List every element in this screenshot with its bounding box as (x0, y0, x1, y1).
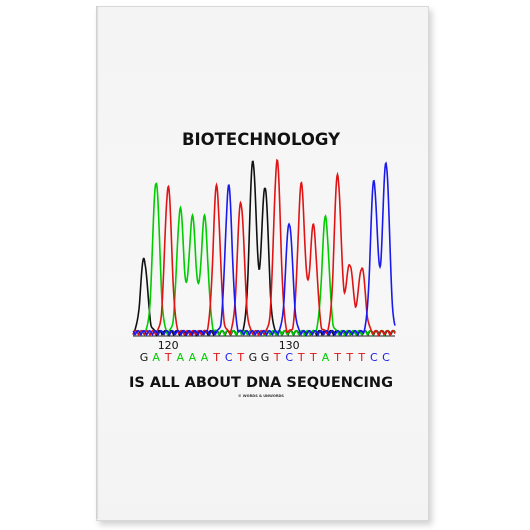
trace-T (132, 158, 396, 338)
chromatogram-traces (132, 158, 396, 338)
title-bottom: IS ALL ABOUT DNA SEQUENCING (129, 375, 393, 391)
base-call: T (333, 351, 341, 364)
base-call: T (212, 351, 220, 364)
base-call: T (309, 351, 317, 364)
base-call: T (297, 351, 305, 364)
base-call: C (382, 351, 390, 364)
base-call: C (285, 351, 293, 364)
base-call: G (140, 351, 149, 364)
position-label: 130 (279, 339, 300, 352)
base-call: A (189, 351, 197, 364)
position-labels: 120 130 (158, 339, 300, 352)
base-call: A (152, 351, 160, 364)
base-call: T (164, 351, 172, 364)
base-call: T (273, 351, 281, 364)
base-call: T (345, 351, 353, 364)
base-call: A (201, 351, 209, 364)
title-top: BIOTECHNOLOGY (182, 130, 341, 149)
base-call: C (225, 351, 233, 364)
base-call: A (177, 351, 185, 364)
base-call: G (261, 351, 270, 364)
copyright-text: © WORDS & UNWORDS (238, 394, 284, 398)
card-fold-shadow (96, 6, 99, 519)
base-call: C (370, 351, 378, 364)
base-call: T (236, 351, 244, 364)
base-call: A (322, 351, 330, 364)
base-call: G (249, 351, 258, 364)
base-call: T (357, 351, 365, 364)
trace-C (132, 161, 396, 338)
position-label: 120 (158, 339, 179, 352)
